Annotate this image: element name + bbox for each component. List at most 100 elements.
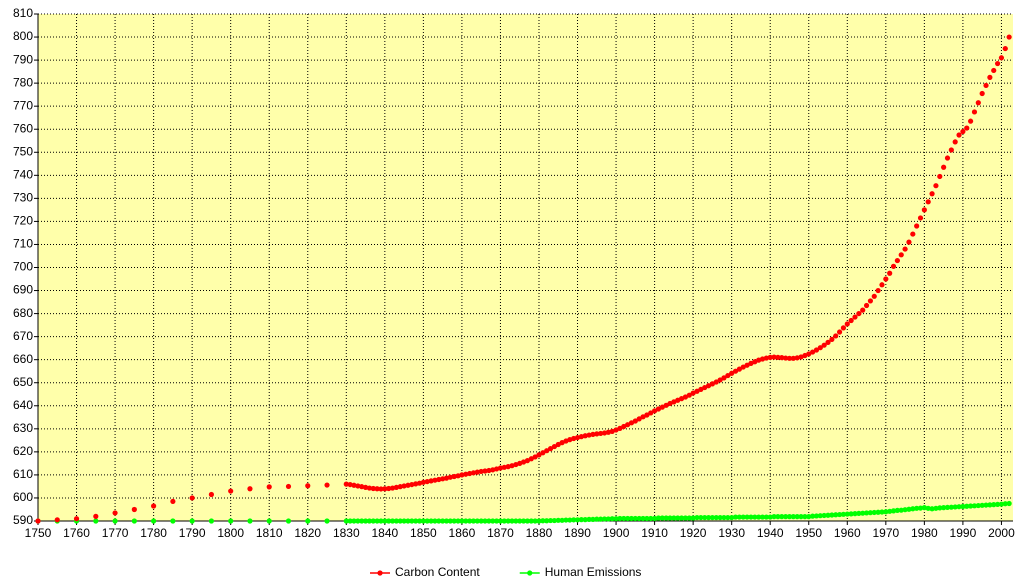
point: [493, 518, 500, 524]
point: [413, 518, 419, 524]
point: [497, 518, 504, 524]
point: [463, 471, 469, 477]
x-tick-label: 1770: [102, 526, 129, 540]
point: [571, 517, 577, 523]
point: [551, 517, 558, 524]
point: [405, 482, 411, 488]
point: [151, 503, 157, 509]
point: [628, 420, 635, 426]
point: [933, 505, 939, 511]
point: [324, 482, 330, 488]
point: [883, 276, 889, 282]
point: [725, 372, 731, 379]
x-tick-label: 1990: [950, 526, 977, 540]
x-tick-label: 1760: [63, 526, 90, 540]
point: [705, 514, 712, 521]
point: [617, 425, 623, 431]
point: [208, 491, 215, 498]
point: [991, 67, 997, 74]
legend-label: Human Emissions: [545, 565, 642, 579]
point: [112, 518, 118, 524]
x-tick-label: 1880: [526, 526, 553, 540]
x-tick-label: 1910: [641, 526, 668, 540]
point: [501, 464, 507, 470]
point: [536, 518, 542, 524]
point: [779, 355, 785, 361]
point: [964, 503, 970, 509]
x-tick-label: 1920: [680, 526, 707, 540]
point: [513, 518, 519, 524]
point: [490, 518, 496, 524]
point: [767, 514, 773, 520]
point: [359, 518, 365, 524]
point: [401, 483, 407, 489]
point: [532, 518, 538, 524]
point: [382, 518, 388, 524]
point: [574, 517, 581, 523]
point: [517, 518, 523, 524]
point: [987, 74, 993, 80]
point: [563, 517, 569, 523]
point: [601, 516, 608, 522]
x-tick-label: 1840: [371, 526, 398, 540]
point: [894, 257, 900, 264]
point: [428, 518, 434, 524]
x-tick-label: 1980: [911, 526, 938, 540]
point: [840, 511, 847, 517]
point: [355, 483, 361, 489]
point: [813, 513, 820, 519]
point: [440, 518, 446, 524]
point: [875, 287, 881, 294]
point: [709, 514, 716, 521]
point: [994, 60, 1001, 67]
point: [879, 509, 885, 515]
point: [501, 518, 507, 524]
point: [362, 518, 369, 524]
y-tick-label: 810: [13, 6, 33, 20]
point: [474, 518, 480, 524]
x-tick-label: 1810: [256, 526, 283, 540]
point: [370, 485, 376, 492]
point: [968, 503, 974, 509]
point: [732, 368, 739, 374]
point: [941, 505, 947, 511]
y-tick-label: 750: [13, 144, 33, 158]
point: [929, 506, 935, 512]
point: [979, 90, 985, 97]
point: [266, 518, 272, 524]
point: [983, 502, 989, 508]
point: [343, 518, 349, 524]
point: [682, 394, 689, 400]
point: [659, 404, 665, 410]
point: [779, 514, 785, 520]
point: [813, 347, 820, 353]
point: [432, 477, 438, 483]
point: [740, 514, 746, 520]
point: [825, 339, 831, 345]
point: [898, 252, 904, 258]
point: [771, 514, 777, 520]
point: [917, 505, 924, 511]
point: [840, 325, 847, 331]
point: [806, 351, 812, 357]
point: [598, 430, 604, 437]
y-tick-label: 590: [13, 513, 33, 527]
point: [925, 199, 931, 205]
x-tick-label: 1970: [872, 526, 899, 540]
point: [54, 517, 60, 523]
x-tick-label: 1850: [410, 526, 437, 540]
point: [775, 514, 781, 520]
point: [478, 468, 484, 475]
point: [898, 507, 904, 513]
point: [817, 513, 823, 519]
point: [598, 516, 604, 522]
point: [883, 509, 889, 515]
point: [979, 502, 985, 508]
point: [416, 518, 423, 524]
point: [536, 452, 542, 458]
point: [567, 517, 573, 523]
point: [698, 386, 704, 393]
point: [925, 505, 931, 511]
point: [351, 518, 357, 524]
point: [709, 381, 716, 387]
